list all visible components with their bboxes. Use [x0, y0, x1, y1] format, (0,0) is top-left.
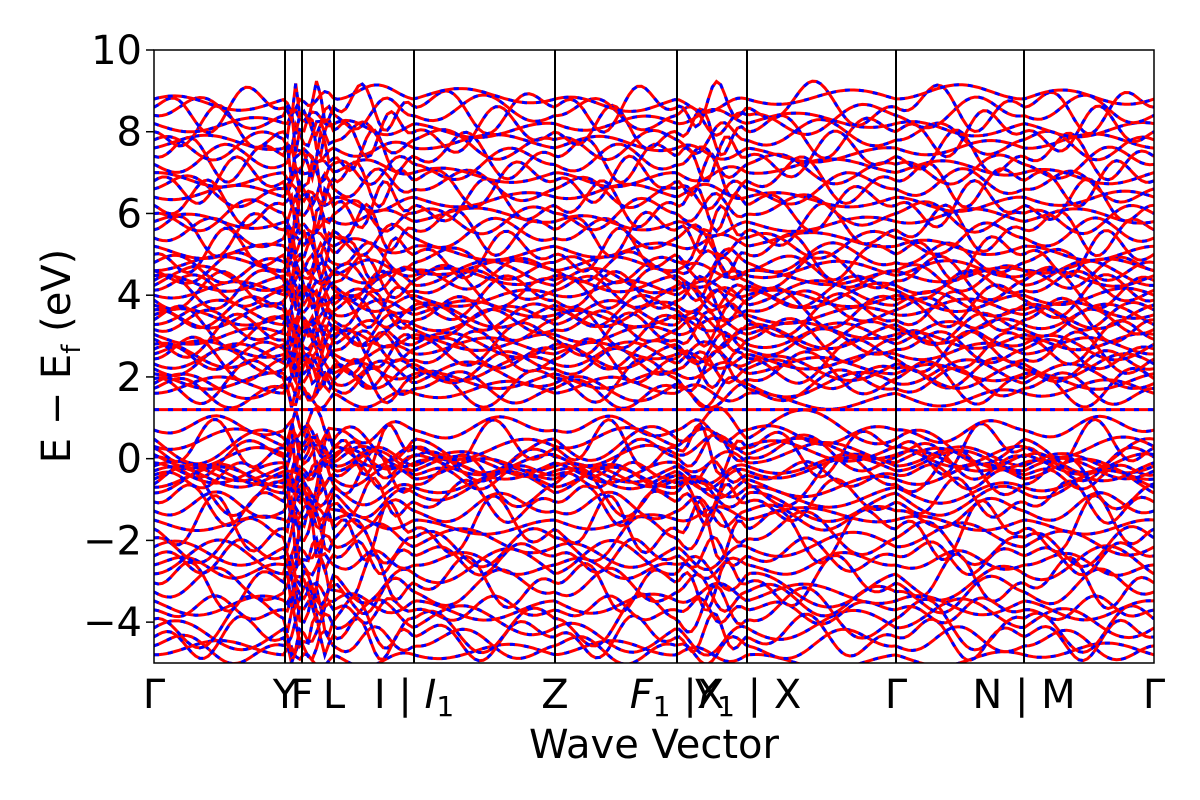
band-line-blue — [154, 580, 1154, 622]
band-line-blue — [154, 457, 1154, 501]
band-line-blue — [154, 490, 1154, 532]
k-point-label: Γ — [885, 672, 908, 718]
band-line-blue — [154, 337, 1154, 390]
band-line-red — [154, 181, 1154, 213]
band-line-blue — [154, 270, 1154, 332]
band-line-blue — [154, 445, 1154, 487]
k-point-label: I | I1 — [374, 672, 454, 723]
band-line-red — [154, 240, 1154, 285]
band-line-blue — [154, 566, 1154, 618]
y-tick-label: 2 — [117, 355, 142, 401]
y-tick-label: 4 — [117, 273, 142, 319]
band-line-red — [154, 83, 1154, 115]
band-line-blue — [154, 258, 1154, 294]
band-line-blue — [154, 535, 1154, 577]
band-line-blue — [154, 259, 1154, 311]
band-line-blue — [154, 307, 1154, 353]
k-point-label: Z — [541, 672, 568, 718]
band-line-red — [154, 93, 1154, 138]
y-tick-label: 10 — [91, 28, 142, 74]
band-line-blue — [154, 549, 1154, 582]
band-lines — [154, 79, 1154, 663]
x-axis-label: Wave Vector — [529, 722, 780, 768]
band-line-blue — [154, 440, 1154, 485]
band-line-blue — [154, 432, 1154, 477]
band-line-blue — [154, 206, 1154, 238]
band-line-blue — [154, 279, 1154, 331]
k-point-label: Γ — [1143, 672, 1166, 718]
y-axis: −4 −2 0 2 4 6 8 10 — [83, 28, 154, 646]
band-line-blue — [154, 610, 1154, 663]
band-line-blue — [154, 348, 1154, 409]
k-point-label: F — [290, 672, 313, 718]
k-point-label: Γ — [143, 672, 166, 718]
y-tick-label: −4 — [83, 600, 142, 646]
y-tick-label: 6 — [117, 191, 142, 237]
k-point-label: N | M — [972, 672, 1075, 718]
band-line-blue — [154, 107, 1154, 140]
high-symmetry-lines — [284, 50, 1025, 663]
plot-frame — [153, 49, 1155, 664]
band-line-red — [154, 177, 1154, 234]
band-line-blue — [154, 289, 1154, 350]
band-line-blue — [154, 538, 1154, 609]
band-line-blue — [154, 336, 1154, 372]
y-tick-label: −2 — [83, 518, 142, 564]
k-point-label: Y1 | X — [693, 672, 802, 723]
x-axis: Γ YF L I | I1 Z F1 |XY1 | X Γ N | M Γ — [143, 672, 1166, 723]
k-point-label: L — [323, 672, 346, 718]
band-line-red — [154, 504, 1154, 536]
k-point-label: F1 |X — [630, 672, 724, 723]
band-line-blue — [154, 431, 1154, 483]
y-tick-label: 0 — [117, 437, 142, 483]
band-line-red — [154, 132, 1154, 164]
band-line-red — [154, 230, 1154, 262]
k-point-label: Y — [272, 672, 298, 718]
band-line-blue — [154, 475, 1154, 528]
band-line-red — [154, 142, 1154, 187]
band-line-blue — [154, 226, 1154, 283]
band-line-blue — [154, 103, 1154, 161]
band-line-red — [154, 638, 1154, 663]
band-line-blue — [154, 414, 1154, 446]
band-line-blue — [154, 417, 1154, 479]
band-line-blue — [154, 216, 1154, 260]
band-line-blue — [154, 459, 1154, 491]
y-tick-label: 8 — [117, 110, 142, 156]
y-axis-label: E − Ef (eV) — [34, 249, 87, 464]
band-line-blue — [154, 493, 1154, 565]
band-line-red — [154, 268, 1154, 313]
band-line-red — [154, 152, 1154, 209]
band-line-red — [154, 127, 1154, 185]
band-line-blue — [154, 448, 1154, 494]
band-line-blue — [154, 423, 1154, 469]
